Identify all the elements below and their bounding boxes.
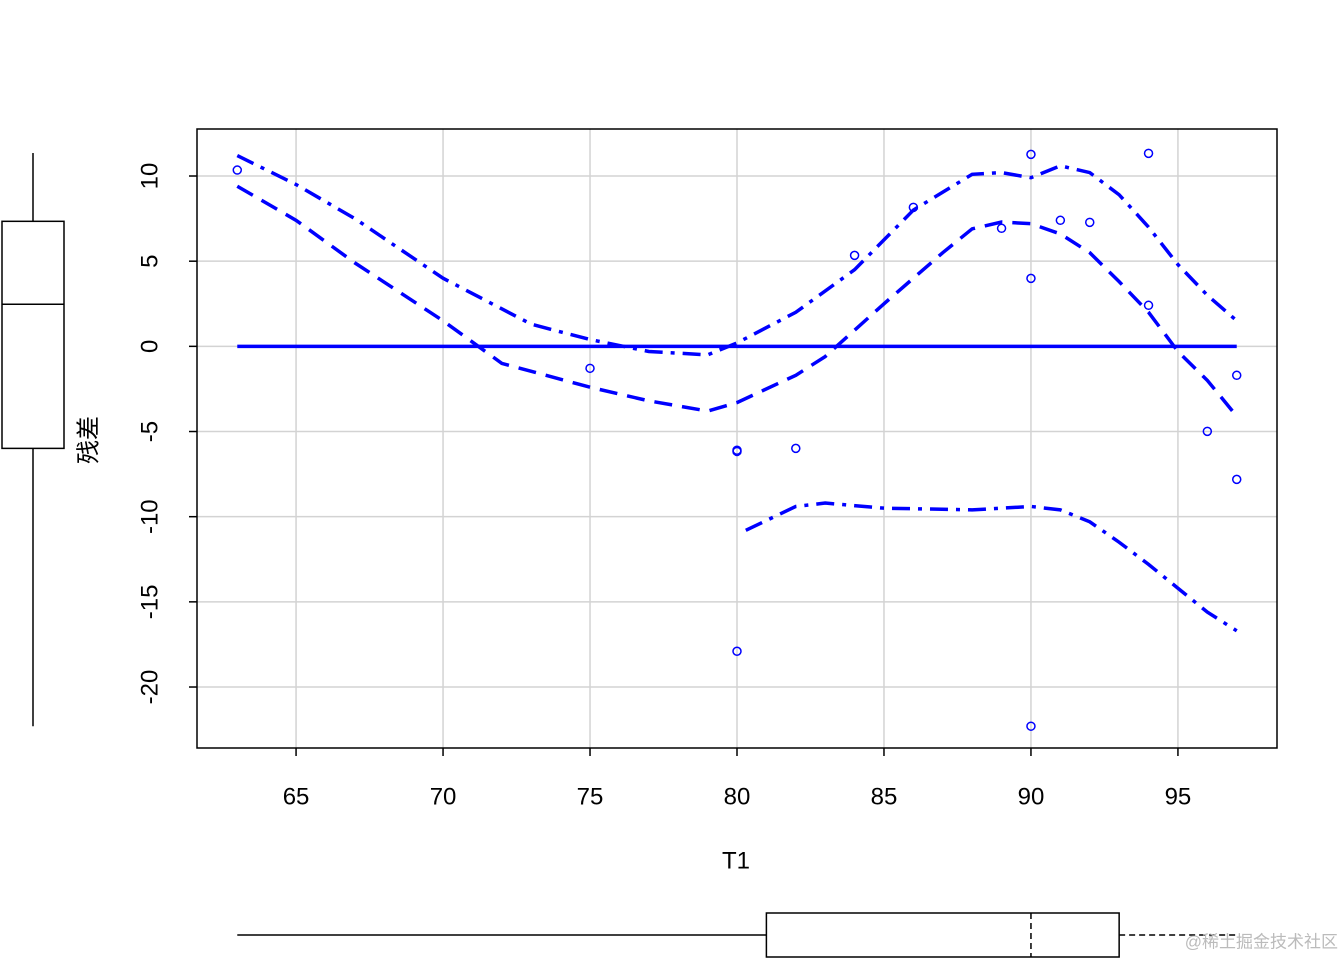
- point: [908, 202, 919, 213]
- point: [732, 646, 742, 656]
- y-axis-label: 残差: [75, 416, 102, 464]
- line-dashed: [236, 184, 1239, 418]
- point: [849, 250, 860, 261]
- x-tick-label: 95: [1165, 783, 1192, 810]
- point: [1026, 149, 1036, 160]
- line-dashdot: [236, 154, 1238, 357]
- box: [765, 912, 1120, 958]
- y-tick-label: 5: [136, 255, 163, 268]
- x-tick-label: 70: [430, 783, 457, 810]
- point: [1084, 217, 1095, 228]
- y-tick-label: -20: [136, 670, 163, 705]
- plot-frame: [196, 128, 1278, 749]
- box: [1, 220, 65, 450]
- point: [1231, 474, 1242, 485]
- y-tick-label: 10: [136, 163, 163, 190]
- x-axis-label: T1: [722, 847, 750, 874]
- point: [791, 443, 801, 454]
- point: [585, 363, 595, 374]
- y-tick-label: -10: [136, 499, 163, 534]
- point: [1143, 148, 1154, 159]
- point: [1143, 300, 1154, 311]
- point: [1231, 370, 1242, 381]
- point: [1202, 426, 1213, 437]
- point: [1026, 721, 1036, 731]
- point: [1026, 273, 1036, 284]
- y-tick-label: -5: [136, 421, 163, 442]
- point: [1055, 215, 1066, 226]
- watermark: @稀土掘金技术社区: [1185, 932, 1338, 951]
- point: [996, 223, 1007, 234]
- x-tick-label: 80: [724, 783, 751, 810]
- y-tick-label: 0: [136, 340, 163, 353]
- x-tick-label: 65: [283, 783, 310, 810]
- x-tick-label: 90: [1018, 783, 1045, 810]
- line-dashdot: [745, 501, 1238, 633]
- x-tick-label: 75: [577, 783, 604, 810]
- x-tick-label: 85: [871, 783, 898, 810]
- point: [232, 165, 243, 175]
- point: [732, 445, 742, 456]
- y-tick-label: -15: [136, 585, 163, 620]
